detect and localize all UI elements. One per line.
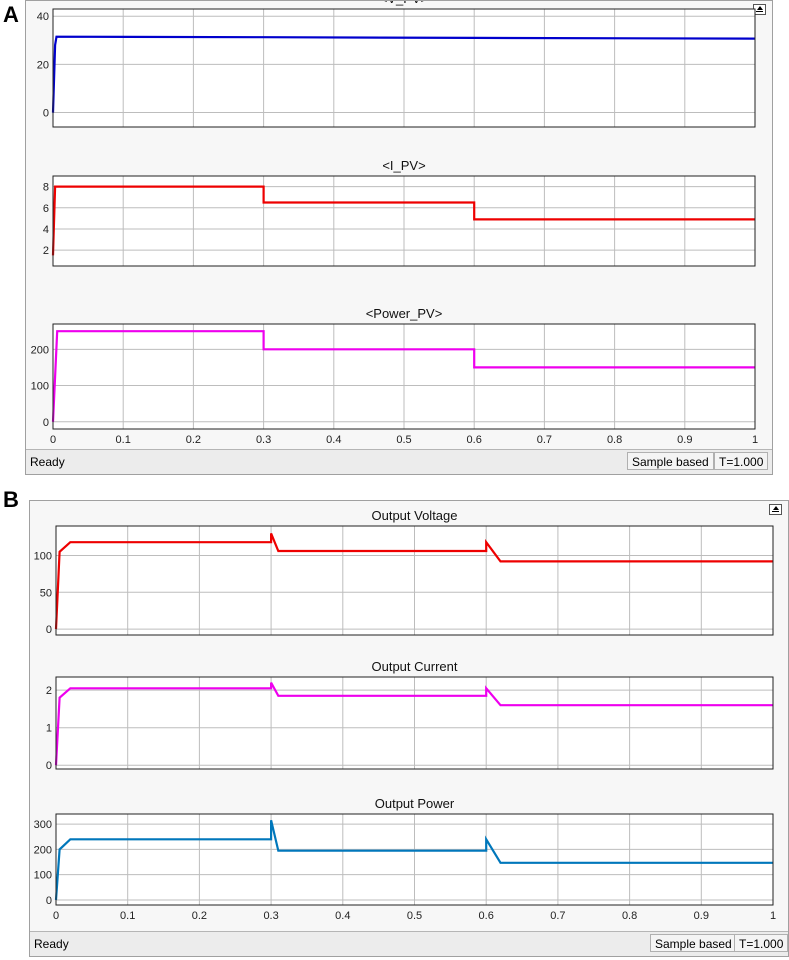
plot-frame [55,813,774,906]
x-tick-label: 0 [50,434,56,446]
x-tick-label: 0.8 [622,910,637,922]
series-line [54,682,773,766]
series-line [54,532,773,630]
x-tick-label: 0.1 [116,434,131,446]
status-text: Ready [30,455,65,469]
subplot-title: Output Current [372,659,458,674]
subplot-1: 0 20 40 <V_PV> [37,1,756,128]
y-tick-label: 20 [37,59,49,71]
y-tick-label: 100 [34,550,52,562]
x-tick-label: 1 [770,910,776,922]
x-tick-label: 0.8 [607,434,622,446]
y-tick-label: 1 [46,723,52,735]
x-tick-label: 0.5 [407,910,422,922]
series-line [51,330,755,422]
x-tick-label: 0.4 [335,910,350,922]
status-bar-a: Ready Sample based T=1.000 [26,449,772,474]
y-tick-label: 0 [46,760,52,772]
sample-mode-indicator: Sample based [627,452,714,470]
subplot-2: 0 1 2 Output Current [46,659,774,772]
subplot-1: 0 50 100 Output Voltage [34,508,774,636]
subplot-2: 2 4 6 8 <I_PV> [43,158,756,267]
y-tick-label: 6 [43,203,49,215]
series-line [51,185,755,256]
x-tick-label: 0.7 [537,434,552,446]
x-tick-label: 0.3 [263,910,278,922]
series-line [51,35,756,113]
sample-mode-indicator: Sample based [650,934,737,952]
x-tick-label: 0.2 [186,434,201,446]
subplot-title: <Power_PV> [366,306,443,321]
y-tick-label: 50 [40,587,52,599]
y-tick-label: 0 [46,624,52,636]
x-tick-label: 0.6 [479,910,494,922]
scope-window-a: 02040<V_PV>2468<I_PV>0100200<Power_PV>00… [25,0,773,475]
subplot-title: Output Voltage [371,508,457,523]
plot-frame [52,175,756,267]
plot-frame [55,676,774,770]
scope-window-b: 0 50 100 Output Voltage 0 1 2 Output Current 0 10… [29,500,789,957]
subplot-title: Output Power [375,796,455,811]
y-tick-label: 8 [43,182,49,194]
x-tick-label: 0.2 [192,910,207,922]
y-tick-label: 100 [31,381,49,393]
plot-frame [52,323,756,430]
series-line [54,820,773,900]
y-tick-label: 0 [46,895,52,907]
undock-icon[interactable] [769,504,782,515]
x-tick-label: 0.9 [694,910,709,922]
status-text: Ready [34,937,69,951]
y-tick-label: 2 [43,245,49,257]
y-tick-label: 0 [43,108,49,120]
scope-plot-area-a: 02040<V_PV>2468<I_PV>0100200<Power_PV>00… [31,1,758,446]
y-tick-label: 300 [34,819,52,831]
x-tick-label: 1 [752,434,758,446]
x-tick-label: 0.9 [677,434,692,446]
y-tick-label: 200 [31,344,49,356]
y-tick-label: 100 [34,870,52,882]
subplot-title: <I_PV> [382,158,425,173]
x-tick-label: 0.4 [326,434,341,446]
plot-frame [52,8,756,128]
panel-label-a: A [3,2,19,27]
y-tick-label: 40 [37,11,49,23]
y-tick-label: 4 [43,224,49,236]
y-tick-label: 200 [34,844,52,856]
sim-time-indicator: T=1.000 [714,452,769,470]
subplot-title: <V_PV> [380,1,428,6]
x-tick-label: 0 [53,910,59,922]
y-tick-label: 0 [43,417,49,429]
sim-time-indicator: T=1.000 [734,934,789,952]
plot-frame [55,525,774,636]
subplot-3: 0 100 200 <Power_PV> 0 0.1 0.2 0.3 0.4 0.5 0.6 0.7 0… [31,306,758,446]
y-tick-label: 2 [46,685,52,697]
x-tick-label: 0.5 [396,434,411,446]
subplot-3: 0 100 200 300 Output Power 0 0.1 0.2 0.3 0.4 0.5 0.… [34,796,776,922]
x-tick-label: 0.6 [467,434,482,446]
x-tick-label: 0.7 [550,910,565,922]
panel-label-b: B [3,487,19,512]
x-tick-label: 0.3 [256,434,271,446]
x-tick-label: 0.1 [120,910,135,922]
status-bar-b: Ready Sample based T=1.000 [30,931,789,956]
